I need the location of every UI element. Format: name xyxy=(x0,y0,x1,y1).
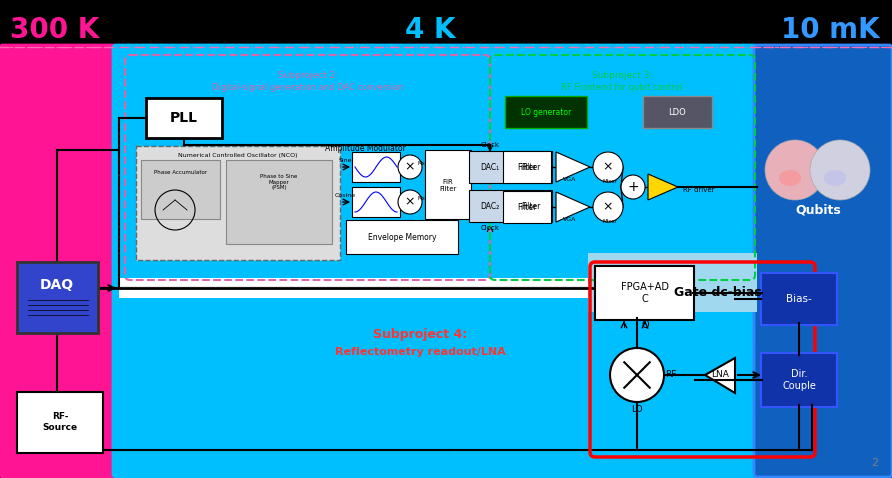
Text: Subproject 2:: Subproject 2: xyxy=(278,71,338,79)
Text: RF: RF xyxy=(665,370,676,380)
Bar xyxy=(0,0,892,48)
Polygon shape xyxy=(648,174,678,200)
Ellipse shape xyxy=(824,170,846,186)
Text: Qubits: Qubits xyxy=(795,204,841,217)
Text: Mx: Mx xyxy=(417,161,425,165)
FancyBboxPatch shape xyxy=(352,187,400,217)
FancyBboxPatch shape xyxy=(761,273,837,325)
FancyBboxPatch shape xyxy=(146,98,222,138)
Text: Filter: Filter xyxy=(521,202,541,210)
Polygon shape xyxy=(556,152,590,182)
FancyBboxPatch shape xyxy=(425,150,471,219)
FancyBboxPatch shape xyxy=(503,151,551,183)
Text: DAC₁: DAC₁ xyxy=(481,163,500,172)
Text: ×: × xyxy=(405,161,416,174)
FancyBboxPatch shape xyxy=(0,45,116,477)
Circle shape xyxy=(810,140,870,200)
Text: Filter: Filter xyxy=(517,163,537,172)
Text: DAQ: DAQ xyxy=(40,278,74,292)
Text: +: + xyxy=(627,180,639,194)
Text: RF-
Source: RF- Source xyxy=(43,413,78,432)
Text: Reflectometry readout/LNA: Reflectometry readout/LNA xyxy=(334,347,506,357)
FancyBboxPatch shape xyxy=(113,45,757,477)
FancyBboxPatch shape xyxy=(761,353,837,407)
Text: Digital-signal generation and DAC conversion: Digital-signal generation and DAC conver… xyxy=(212,83,404,91)
Text: Mixer: Mixer xyxy=(603,218,617,224)
FancyBboxPatch shape xyxy=(505,96,587,128)
Text: Bias-: Bias- xyxy=(786,294,812,304)
Text: ×: × xyxy=(603,200,614,214)
Bar xyxy=(119,278,604,298)
Text: LO generator: LO generator xyxy=(521,108,571,117)
FancyBboxPatch shape xyxy=(595,266,694,320)
FancyBboxPatch shape xyxy=(141,160,220,219)
Text: Amplitude Modulator: Amplitude Modulator xyxy=(325,143,406,152)
FancyBboxPatch shape xyxy=(226,160,332,244)
Text: Phase to Sine
Mapper
(PSM): Phase to Sine Mapper (PSM) xyxy=(260,174,298,190)
FancyBboxPatch shape xyxy=(352,152,400,182)
Circle shape xyxy=(610,348,664,402)
Text: 2: 2 xyxy=(871,458,878,468)
Text: I: I xyxy=(623,320,625,330)
Circle shape xyxy=(621,175,645,199)
FancyBboxPatch shape xyxy=(503,191,551,223)
Text: LO: LO xyxy=(632,405,643,414)
Text: Dir.
Couple: Dir. Couple xyxy=(782,369,816,391)
Text: 4 K: 4 K xyxy=(405,16,455,44)
Text: DAC₂: DAC₂ xyxy=(481,202,500,210)
Text: 10 mK: 10 mK xyxy=(780,16,880,44)
Text: Gate dc-bias: Gate dc-bias xyxy=(674,286,762,300)
Bar xyxy=(119,278,604,286)
Ellipse shape xyxy=(779,170,801,186)
Text: Numerical Controlled Oscillator (NCO): Numerical Controlled Oscillator (NCO) xyxy=(178,152,298,158)
Bar xyxy=(119,290,604,298)
FancyBboxPatch shape xyxy=(510,190,552,222)
Text: Phase Accumulator: Phase Accumulator xyxy=(154,170,208,174)
FancyBboxPatch shape xyxy=(17,262,98,333)
Text: FIR
Filter: FIR Filter xyxy=(440,178,457,192)
Text: Clock: Clock xyxy=(481,225,500,231)
Text: Clock: Clock xyxy=(481,142,500,148)
FancyBboxPatch shape xyxy=(17,392,103,453)
Text: RF Frontend for qubit control: RF Frontend for qubit control xyxy=(561,83,682,91)
FancyBboxPatch shape xyxy=(469,190,511,222)
FancyBboxPatch shape xyxy=(643,96,712,128)
Text: Mx: Mx xyxy=(417,196,425,200)
FancyBboxPatch shape xyxy=(754,45,892,477)
Text: Q: Q xyxy=(641,320,648,330)
Text: VGA: VGA xyxy=(564,176,577,182)
FancyBboxPatch shape xyxy=(136,146,340,260)
Text: 300 K: 300 K xyxy=(11,16,100,44)
Text: Sine: Sine xyxy=(338,158,351,163)
Text: Envelope Memory: Envelope Memory xyxy=(368,232,436,241)
Text: PLL: PLL xyxy=(170,111,198,125)
FancyBboxPatch shape xyxy=(469,151,511,183)
FancyBboxPatch shape xyxy=(510,151,552,183)
Text: LDO: LDO xyxy=(668,108,686,117)
Text: VGA: VGA xyxy=(564,217,577,221)
Text: LNA: LNA xyxy=(711,370,729,380)
Circle shape xyxy=(398,190,422,214)
FancyBboxPatch shape xyxy=(588,253,757,312)
Text: Subproject 4:: Subproject 4: xyxy=(373,328,467,341)
Polygon shape xyxy=(556,192,590,222)
Text: Subproject 3:: Subproject 3: xyxy=(591,71,652,79)
Text: ×: × xyxy=(603,161,614,174)
Text: RF driver: RF driver xyxy=(683,187,714,193)
Circle shape xyxy=(593,152,623,182)
Text: Cosine: Cosine xyxy=(334,193,356,197)
FancyBboxPatch shape xyxy=(346,220,458,254)
Text: ×: × xyxy=(405,196,416,208)
Circle shape xyxy=(398,155,422,179)
Text: Filter: Filter xyxy=(517,203,537,211)
Text: Mixer: Mixer xyxy=(603,178,617,184)
Circle shape xyxy=(593,192,623,222)
Text: FPGA+AD
C: FPGA+AD C xyxy=(621,282,669,304)
Polygon shape xyxy=(705,358,735,393)
Text: Filter: Filter xyxy=(521,163,541,172)
Circle shape xyxy=(765,140,825,200)
